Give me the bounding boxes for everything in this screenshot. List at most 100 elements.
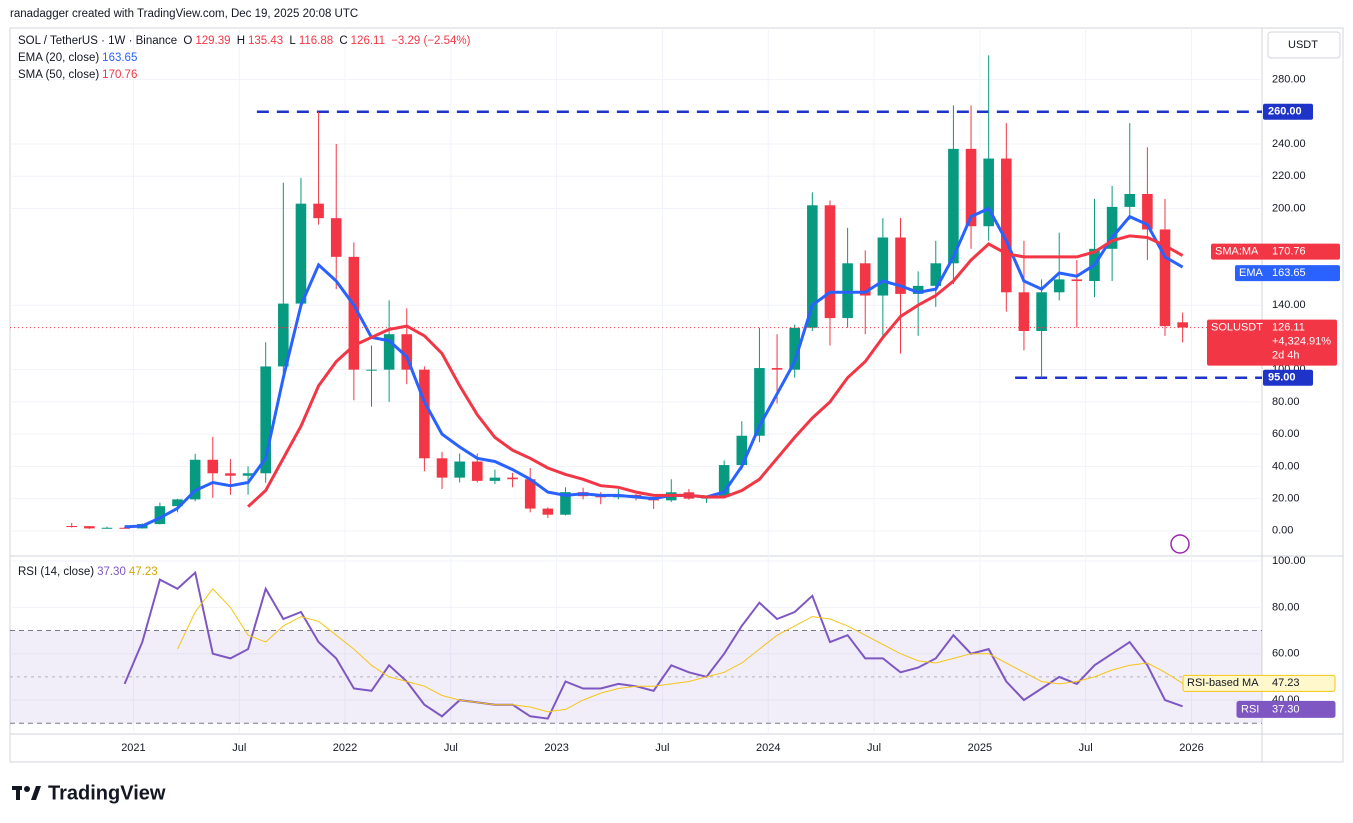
candle-body: [754, 368, 765, 436]
candle-body: [225, 473, 236, 476]
rsi-line: [177, 588, 1183, 713]
candle-body: [383, 334, 395, 370]
candle-body: [560, 492, 571, 515]
ma-axis-box: [1211, 243, 1340, 260]
legend-value: 47.23: [128, 566, 158, 578]
ohlc-letter: O: [183, 35, 193, 47]
y-tick-label: 220.00: [1272, 170, 1306, 182]
candle-body: [965, 148, 977, 227]
brand-logo: [12, 786, 41, 800]
y-tick-label: 200.00: [1272, 202, 1306, 214]
ohlc-letter: H: [236, 35, 246, 47]
ma-line: [124, 206, 1184, 529]
attribution: ranadagger created with TradingView.com,…: [10, 8, 359, 20]
legend-sma: SMA (50, close) 170.76: [18, 69, 140, 81]
event-icon[interactable]: [1170, 534, 1190, 554]
rsi-axis-name: RSI-based MA: [1187, 677, 1259, 689]
candle-body: [472, 461, 483, 481]
candle-body: [489, 477, 501, 481]
candle-body: [295, 203, 307, 304]
y-tick-label: 280.00: [1272, 73, 1306, 85]
candle-body: [278, 303, 289, 367]
candle-body: [454, 461, 465, 478]
level-label-box: [1263, 103, 1313, 120]
candle-body: [1018, 292, 1030, 331]
ohlc-value: 129.39: [195, 35, 231, 47]
candle-body: [1106, 206, 1118, 249]
price-axis-change: +4,324.91%: [1272, 335, 1331, 347]
candle-body: [242, 473, 254, 476]
candle-body: [172, 499, 183, 507]
level-label-box: [1263, 369, 1313, 386]
candle-body: [1001, 158, 1012, 293]
x-tick-label: Jul: [1079, 742, 1093, 754]
y-tick-label: 80.00: [1272, 601, 1300, 613]
rsi-line: [123, 570, 1183, 720]
candle-body: [948, 148, 959, 264]
ohlc-value: 126.11: [350, 35, 385, 47]
candle-body: [366, 369, 377, 371]
x-tick-label: 2025: [968, 742, 992, 754]
candle-body: [401, 334, 413, 370]
rsi-axis-box: [1236, 700, 1336, 718]
x-tick-label: Jul: [867, 742, 881, 754]
y-tick-label: 80.00: [1272, 396, 1300, 408]
candle-body: [348, 256, 360, 370]
y-tick-label: 100.00: [1272, 555, 1306, 567]
legend-label: SMA (50, close): [18, 69, 100, 81]
candle-body: [330, 218, 342, 257]
x-tick-label: 2024: [756, 742, 780, 754]
legend-label: RSI (14, close): [18, 566, 95, 578]
ma-axis-box: [1235, 265, 1340, 282]
candle-body: [507, 477, 518, 480]
ohlc-value: 116.88: [298, 35, 334, 47]
ma-axis-value: 163.65: [1272, 267, 1306, 279]
y-tick-label: 60.00: [1272, 428, 1300, 440]
ohlc-letter: L: [289, 35, 296, 47]
x-tick-label: 2021: [121, 742, 145, 754]
y-tick-label: 0.00: [1272, 525, 1293, 537]
legend-main: SOL / TetherUS · 1W · Binance O 129.39 H 1…: [18, 35, 473, 47]
symbol-title: SOL / TetherUS · 1W · Binance: [18, 35, 178, 47]
candle-body: [877, 237, 889, 296]
candle-body: [1142, 193, 1153, 230]
candle-body: [930, 263, 942, 286]
x-tick-label: Jul: [232, 742, 246, 754]
frame: [9, 27, 1344, 763]
x-tick-label: 2023: [544, 742, 568, 754]
legend-label: EMA (20, close): [18, 52, 100, 64]
price-axis-box: [1207, 319, 1337, 366]
level-label: 260.00: [1268, 106, 1302, 118]
legend-value: 170.76: [102, 69, 138, 81]
candle-body: [101, 527, 113, 529]
candle-body: [983, 158, 994, 227]
rsi-axis-box: [1182, 674, 1336, 692]
y-tick-label: 40.00: [1272, 460, 1300, 472]
candle-body: [824, 205, 836, 319]
candle-body: [66, 525, 78, 527]
candle-body: [1159, 229, 1171, 327]
candle-body: [842, 263, 853, 319]
candle-body: [895, 237, 906, 294]
candle-body: [789, 327, 800, 370]
legend-rsi: RSI (14, close) 37.30 47.23: [18, 566, 161, 578]
candle-body: [119, 527, 130, 529]
candle-body: [1124, 193, 1136, 207]
legend-ema: EMA (20, close) 163.65: [18, 52, 140, 64]
candle-body: [207, 459, 219, 474]
x-tick-label: Jul: [655, 742, 669, 754]
y-tick-label: 140.00: [1272, 299, 1306, 311]
brand: TradingView: [48, 782, 166, 804]
candle-body: [189, 459, 201, 500]
rsi-axis-name: RSI: [1241, 703, 1259, 715]
currency: USDT: [1288, 39, 1318, 51]
candle-body: [542, 508, 554, 515]
ohlc-letter: C: [339, 35, 348, 47]
currency-box[interactable]: [1267, 31, 1341, 59]
legend-value: 37.30: [97, 566, 126, 578]
price-axis-countdown: 2d 4h: [1272, 349, 1300, 361]
candle-body: [524, 479, 536, 509]
ma-axis-name: EMA: [1239, 267, 1264, 279]
candle-body: [260, 366, 271, 474]
